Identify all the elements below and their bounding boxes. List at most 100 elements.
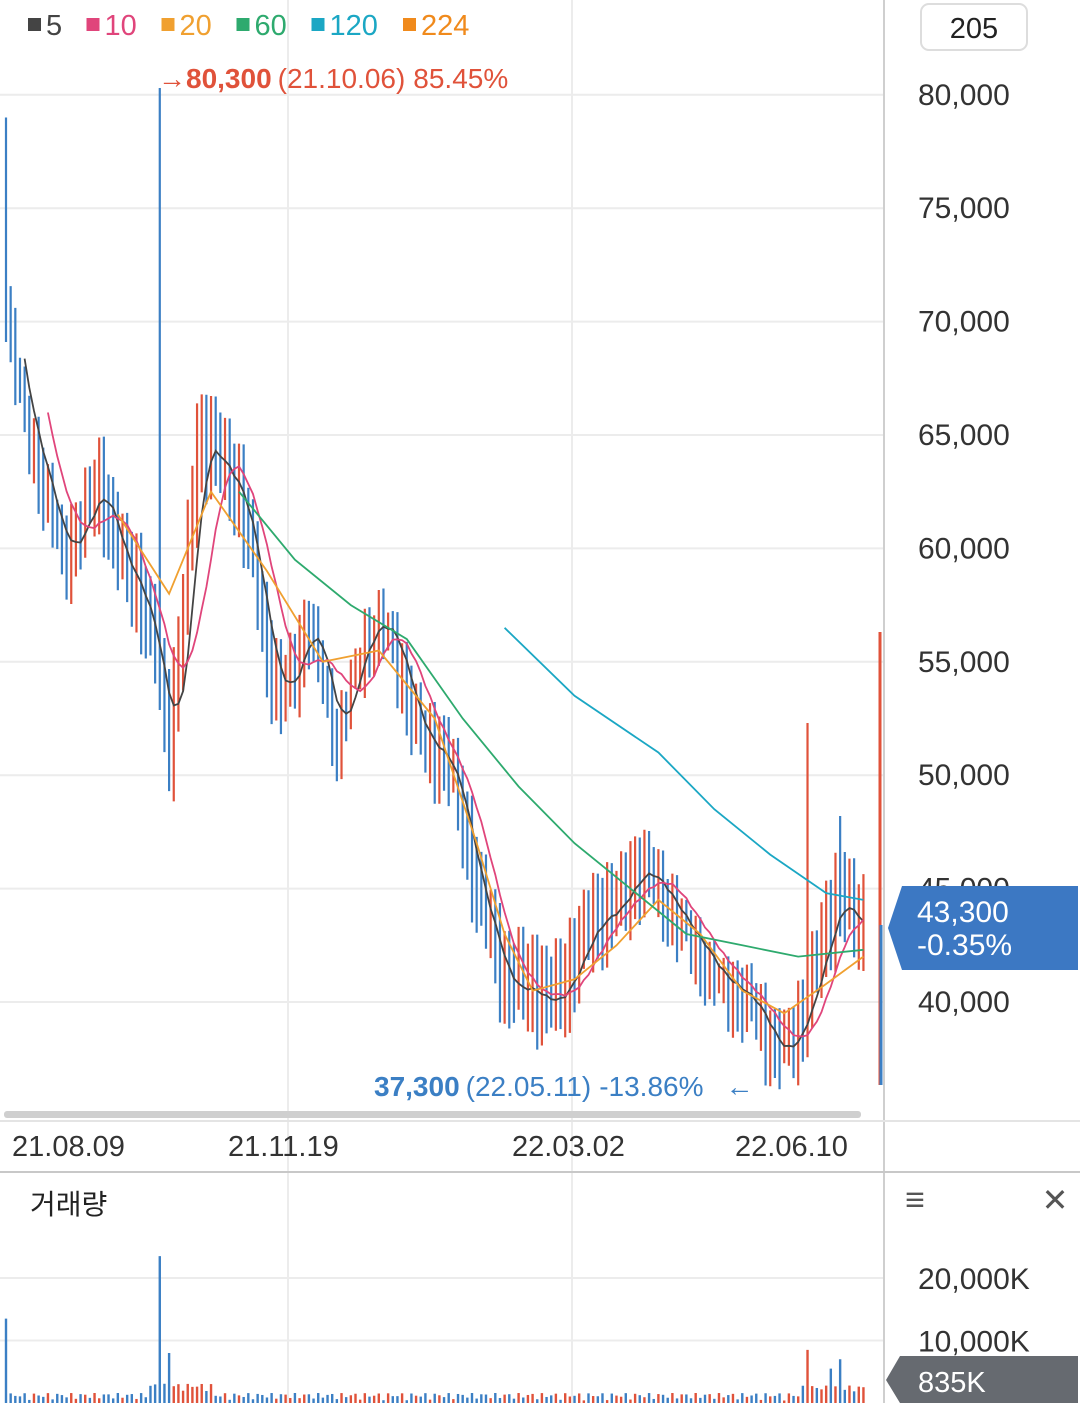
volume-bar [405,1400,408,1403]
volume-bar [167,1353,171,1403]
volume-bar [591,1396,595,1403]
ma-5-line [23,358,865,1048]
current-volume-tag: 835K [886,1356,1078,1403]
volume-panel-title: 거래량 [30,1189,107,1220]
date-axis-labels: 21.08.09 21.11.19 22.03.02 22.06.10 [12,1131,848,1163]
legend-swatch-60 [236,18,250,31]
volume-bar [312,1398,315,1403]
volume-bar [111,1398,115,1403]
volume-bar [18,1396,22,1403]
volume-bar [195,1386,199,1403]
volume-bar [4,1318,8,1403]
volume-bar [130,1394,134,1403]
volume-bar [680,1394,683,1403]
legend-label-20: 20 [180,10,212,42]
volume-bar [820,1389,823,1403]
volume-bar [769,1396,772,1403]
ma-120-line [503,627,864,901]
volume-bar [666,1397,669,1403]
date-tick-label: 22.03.02 [512,1131,625,1163]
period-badge-label: 205 [950,13,998,45]
volume-bar [834,1386,837,1403]
volume-bar [214,1395,217,1403]
volume-bar [508,1394,511,1403]
volume-bar [428,1399,432,1403]
volume-bar [205,1390,208,1403]
volume-bar [657,1394,660,1403]
volume-bar [741,1393,744,1403]
volume-bar [382,1400,385,1403]
volume-bar [564,1393,567,1403]
volume-bar [577,1393,581,1403]
volume-bar [526,1394,530,1403]
volume-bar [153,1384,157,1403]
volume-bar [829,1368,833,1403]
date-tick-label: 21.11.19 [228,1131,339,1163]
date-tick-label: 21.08.09 [12,1131,125,1163]
volume-bar [731,1393,735,1403]
volume-bar [209,1384,213,1403]
volume-bar [163,1383,166,1403]
volume-bar [633,1393,637,1403]
volume-bar [470,1393,474,1403]
volume-bar [65,1397,68,1403]
volume-bar [251,1399,255,1403]
volume-axis-labels: 20,000K 10,000K [918,1263,1030,1359]
volume-bar [848,1385,851,1403]
volume-bar [289,1398,292,1403]
volume-bar [265,1397,269,1403]
volume-bar [88,1397,92,1403]
volume-bar [587,1393,590,1403]
volume-bar [340,1393,343,1403]
legend-swatch-120 [311,18,325,31]
volume-bar [372,1395,376,1403]
volume-bar [759,1399,763,1403]
volume-bars [4,1256,865,1403]
volume-bar [46,1393,50,1403]
close-icon[interactable]: ✕ [1042,1182,1069,1218]
volume-bar [703,1394,707,1403]
volume-tick-label: 10,000K [918,1326,1030,1359]
volume-bar [494,1393,497,1403]
volume-bar [550,1395,553,1403]
volume-bar [610,1393,613,1403]
volume-bar [400,1393,404,1403]
price-tick-label: 65,000 [918,419,1010,452]
legend: 5 10 20 60 120 224 [28,10,469,42]
high-annotation: →80,300 (21.10.06) 85.45% [158,63,508,94]
volume-bar [219,1396,222,1403]
volume-bar [102,1394,106,1403]
volume-bar [778,1393,781,1403]
volume-bar [447,1393,450,1403]
volume-bar [121,1397,124,1403]
volume-bar [605,1400,609,1403]
time-scrollbar[interactable] [4,1111,861,1118]
volume-bar [354,1393,357,1403]
volume-bar [186,1383,189,1403]
current-price-tag: 43,300 -0.35% [888,886,1078,970]
volume-bar [838,1359,842,1403]
volume-bar [317,1393,320,1403]
volume-bar [461,1394,464,1403]
volume-bar [307,1394,311,1403]
volume-bar [442,1397,446,1403]
volume-bar [191,1386,194,1403]
menu-icon[interactable]: ≡ [905,1181,925,1219]
volume-bar [517,1393,520,1403]
volume-bar [713,1398,716,1403]
volume-bar [489,1398,492,1403]
low-arrow: ← [726,1071,754,1102]
volume-bar [60,1395,64,1403]
volume-bar [792,1395,795,1403]
volume-bar [755,1393,758,1403]
volume-bar [279,1394,283,1403]
volume-bar [293,1393,297,1403]
volume-bar [736,1399,739,1403]
volume-bar [284,1394,287,1403]
volume-bar [843,1389,846,1403]
volume-bar [116,1393,120,1403]
date-tick-label: 22.06.10 [735,1131,848,1163]
period-badge[interactable]: 205 [920,3,1028,51]
price-tick-label: 55,000 [918,646,1010,679]
